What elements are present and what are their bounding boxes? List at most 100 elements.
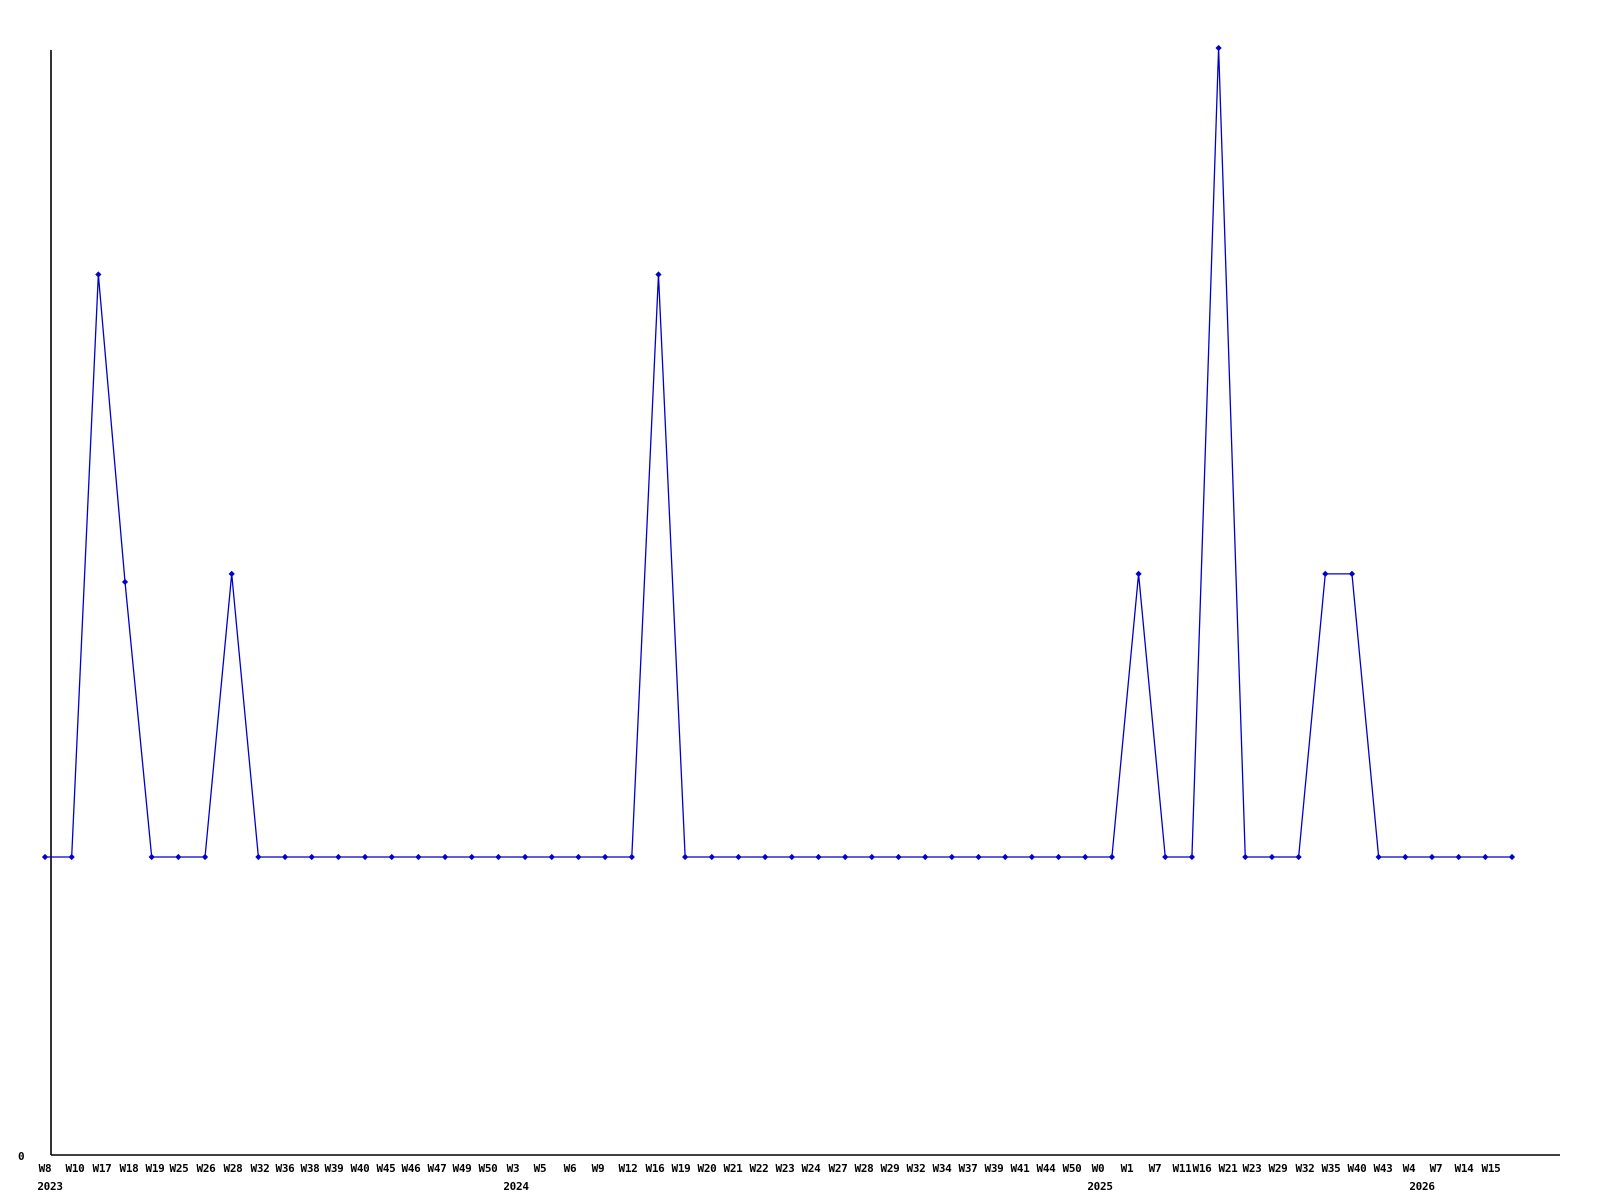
series-line-weekly-count [45,47,1512,858]
data-point-marker [308,853,315,861]
x-tick-label: W25 [169,1162,189,1175]
data-point-marker [1348,570,1356,577]
data-point-marker [735,853,742,861]
data-point-marker [895,853,902,861]
x-tick-label: W12 [618,1162,638,1175]
x-tick-label: W29 [880,1162,900,1175]
x-tick-label: W40 [350,1162,370,1175]
data-point-marker [548,853,555,861]
data-point-marker [495,853,502,861]
data-point-marker [1455,853,1462,861]
data-point-marker [682,853,689,861]
x-tick-label: W36 [275,1162,295,1175]
x-tick-label: W39 [324,1162,344,1175]
data-point-marker [842,853,849,861]
x-tick-label: W41 [1010,1162,1030,1175]
data-point-marker [468,853,475,861]
y-axis-zero-label: 0 [18,1150,25,1163]
x-tick-label: W38 [300,1162,320,1175]
x-tick-label: W37 [958,1162,978,1175]
series-group [41,44,1516,861]
x-tick-label: W29 [1268,1162,1288,1175]
x-tick-label: W0 [1091,1162,1105,1175]
x-tick-label: W24 [801,1162,821,1175]
x-tick-label: W8 [38,1162,52,1175]
data-point-marker [975,853,982,861]
x-year-label: 2024 [503,1180,529,1193]
data-point-marker [361,853,369,861]
x-year-label: 2026 [1409,1180,1435,1193]
x-tick-label: W40 [1347,1162,1367,1175]
x-tick-label: W26 [196,1162,216,1175]
data-point-marker [1428,853,1436,861]
x-tick-label: W45 [376,1162,396,1175]
data-point-marker [522,853,529,861]
x-tick-label: W44 [1036,1162,1056,1175]
x-tick-label: W32 [1295,1162,1315,1175]
data-point-marker [201,853,209,861]
axis-group [50,50,1560,1156]
x-tick-label: W1 [1120,1162,1134,1175]
data-point-marker [95,271,102,278]
data-point-marker [281,853,289,861]
data-point-marker [148,853,155,861]
x-tick-label: W34 [932,1162,952,1175]
data-point-marker [655,271,662,278]
data-point-marker [121,578,129,586]
data-point-marker [1508,853,1516,861]
data-point-marker [388,853,395,861]
x-tick-label: W27 [828,1162,848,1175]
x-tick-label: W5 [533,1162,547,1175]
data-point-marker [708,853,715,861]
x-tick-label: W19 [671,1162,691,1175]
x-tick-label: W9 [591,1162,605,1175]
x-tick-label: W50 [1062,1162,1082,1175]
x-tick-label: W32 [250,1162,270,1175]
x-tick-label: W47 [427,1162,447,1175]
data-point-marker [1402,853,1409,861]
x-tick-label: W43 [1373,1162,1393,1175]
x-tick-label: W39 [984,1162,1004,1175]
series-markers [41,44,1516,861]
x-tick-label: W21 [1218,1162,1238,1175]
x-tick-label: W28 [854,1162,874,1175]
x-tick-label: W28 [223,1162,243,1175]
x-tick-label: W7 [1429,1162,1443,1175]
data-point-marker [1082,853,1089,861]
data-point-marker [41,853,49,861]
data-point-marker [228,570,235,577]
data-point-marker [1028,853,1035,861]
data-point-marker [175,853,182,861]
data-point-marker [1162,853,1169,861]
x-tick-label: W14 [1454,1162,1474,1175]
x-tick-label: W49 [452,1162,472,1175]
x-tick-label: W20 [697,1162,717,1175]
x-tick-label: W4 [1402,1162,1416,1175]
x-tick-label: W23 [1242,1162,1262,1175]
data-point-marker [788,853,795,861]
data-point-marker [1268,853,1276,861]
x-tick-label: W32 [906,1162,926,1175]
x-tick-label: W16 [645,1162,665,1175]
data-point-marker [762,853,769,861]
x-tick-label: W50 [478,1162,498,1175]
data-point-marker [1055,853,1062,861]
x-tick-label: W17 [92,1162,112,1175]
x-tick-label: W22 [749,1162,769,1175]
data-point-marker [1188,853,1196,861]
data-point-marker [1322,570,1329,577]
x-tick-label: W16 [1192,1162,1212,1175]
data-point-marker [255,853,262,861]
data-point-marker [948,853,955,861]
data-point-marker [1375,853,1382,861]
x-tick-label: W15 [1481,1162,1501,1175]
data-point-marker [575,853,582,861]
data-point-marker [415,853,422,861]
data-point-marker [868,853,875,861]
x-tick-label: W18 [119,1162,139,1175]
data-point-marker [628,853,635,861]
x-tick-label: W19 [145,1162,165,1175]
data-point-marker [922,853,929,861]
